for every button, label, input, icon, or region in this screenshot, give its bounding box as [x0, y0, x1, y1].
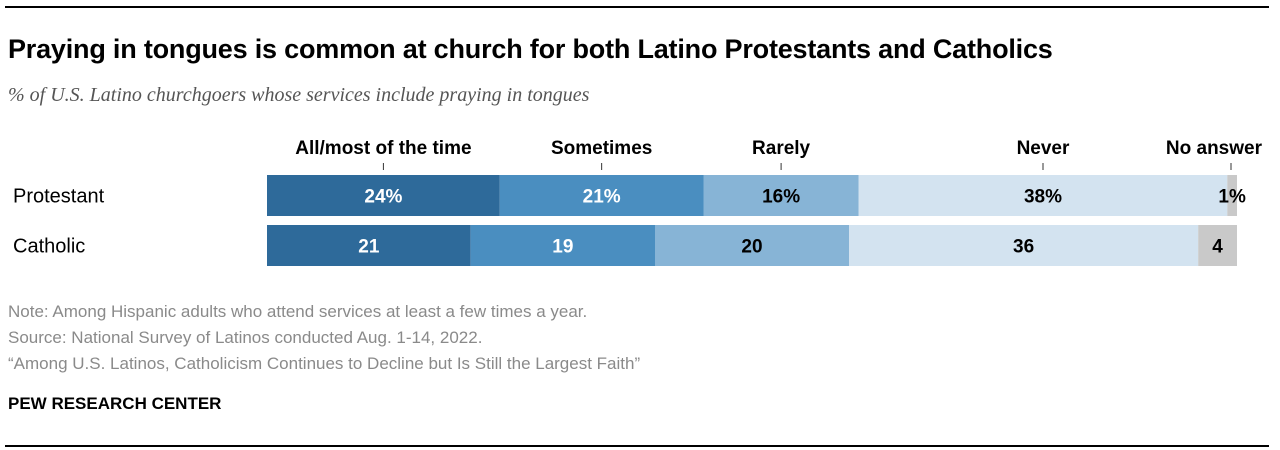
top-rule	[5, 6, 1269, 8]
chart-rows: Protestant 24% 21% 16% 38% 1% Catholic 21 19 20 36…	[13, 175, 1246, 266]
data-label-catholic-sometimes: 19	[552, 237, 573, 258]
bar-protestant-sometimes	[499, 175, 704, 216]
data-label-protestant-sometimes: 21%	[583, 187, 621, 208]
bar-protestant-never	[858, 175, 1228, 216]
data-label-protestant-no-answer: 1%	[1218, 187, 1246, 208]
chart-title: Praying in tongues is common at church f…	[8, 34, 1053, 64]
data-label-protestant-rarely: 16%	[762, 187, 800, 208]
stacked-bar-chart: All/most of the time Sometimes Rarely Never…	[13, 138, 1263, 266]
data-label-catholic-all-most-of-the-time: 21	[358, 237, 380, 258]
legend-label-rarely: Rarely	[752, 138, 811, 159]
legend-label-sometimes: Sometimes	[551, 138, 652, 159]
row-label-catholic: Catholic	[13, 236, 85, 258]
legend-label-no-answer: No answer	[1166, 138, 1263, 159]
bar-protestant-rarely	[703, 175, 859, 216]
legend: All/most of the time Sometimes Rarely Never…	[295, 138, 1263, 170]
data-label-catholic-no-answer: 4	[1212, 237, 1223, 258]
legend-label-all-most-of-the-time: All/most of the time	[295, 138, 471, 159]
report-title-text: “Among U.S. Latinos, Catholicism Continu…	[8, 354, 641, 373]
row-label-protestant: Protestant	[13, 186, 105, 208]
bar-protestant-no-answer	[1227, 175, 1237, 216]
bar-catholic-rarely	[655, 225, 849, 266]
data-label-protestant-all-most-of-the-time: 24%	[364, 187, 402, 208]
legend-label-never: Never	[1017, 138, 1070, 159]
bar-catholic-never	[849, 225, 1199, 266]
source-text: Source: National Survey of Latinos condu…	[8, 328, 483, 347]
note-text: Note: Among Hispanic adults who attend s…	[8, 302, 588, 321]
bar-protestant-all-most-of-the-time	[267, 175, 500, 216]
data-label-catholic-rarely: 20	[741, 237, 762, 258]
data-label-catholic-never: 36	[1013, 237, 1034, 258]
bar-catholic-all-most-of-the-time	[267, 225, 471, 266]
bar-catholic-no-answer	[1198, 225, 1237, 266]
bottom-rule	[5, 445, 1269, 447]
brand-label: PEW RESEARCH CENTER	[8, 394, 222, 413]
chart-subtitle: % of U.S. Latino churchgoers whose servi…	[8, 84, 590, 106]
data-label-protestant-never: 38%	[1024, 187, 1062, 208]
bar-catholic-sometimes	[470, 225, 655, 266]
notes-block: Note: Among Hispanic adults who attend s…	[8, 299, 640, 377]
